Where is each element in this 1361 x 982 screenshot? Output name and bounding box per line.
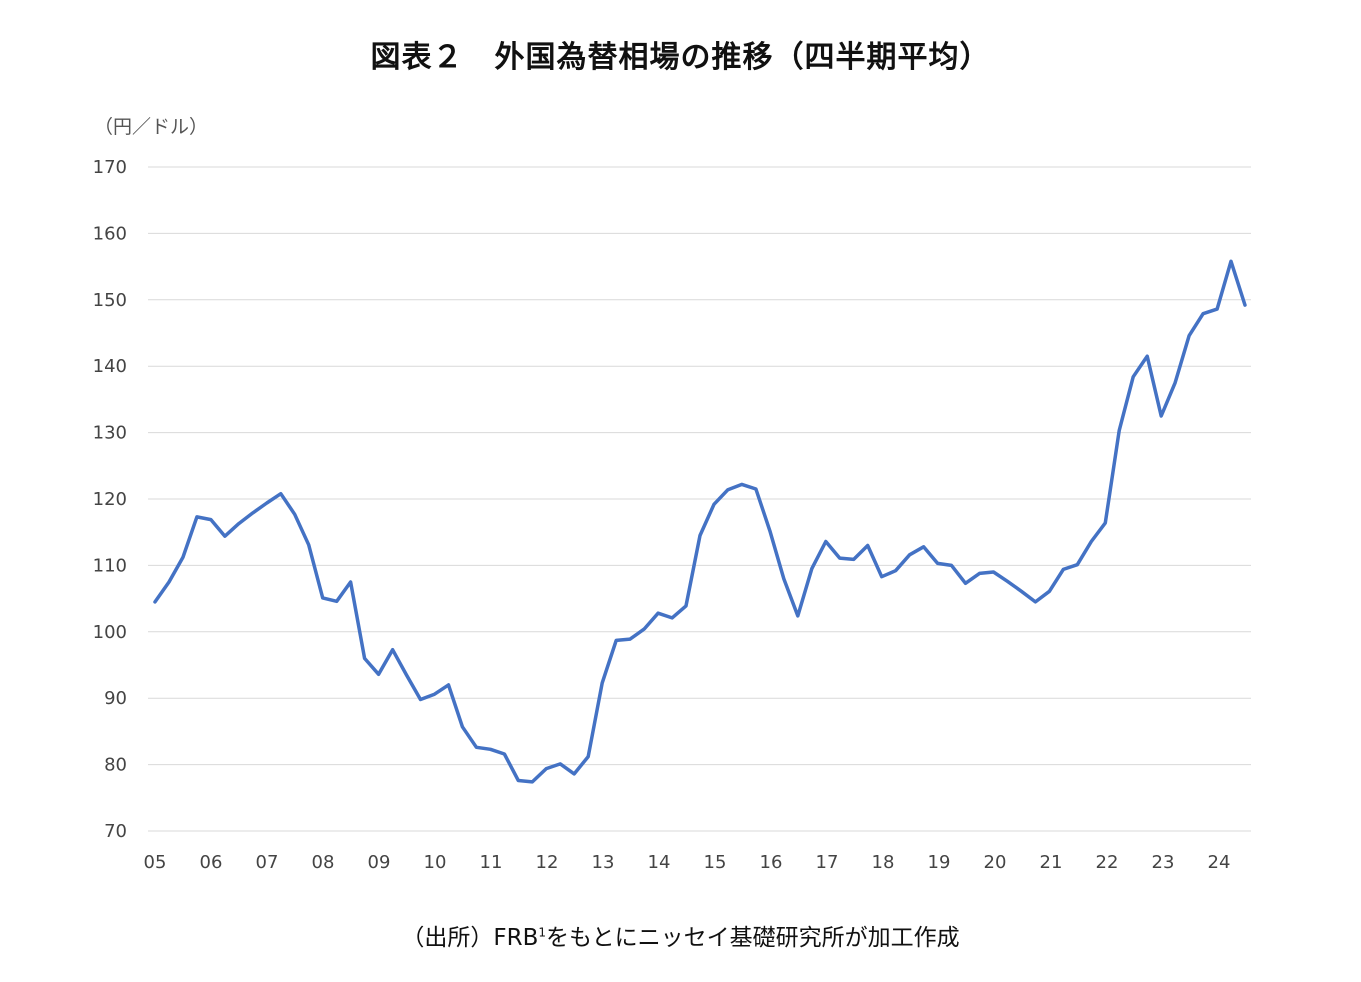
footnote-marker: 1 — [538, 925, 547, 940]
x-tick-label: 20 — [984, 852, 1007, 873]
y-tick-label: 100 — [93, 622, 127, 643]
y-tick-label: 70 — [104, 821, 127, 842]
y-tick-label: 110 — [93, 555, 127, 576]
x-tick-label: 21 — [1040, 852, 1063, 873]
y-tick-label: 130 — [93, 423, 127, 444]
x-tick-label: 11 — [480, 852, 503, 873]
x-tick-label: 17 — [816, 852, 839, 873]
x-tick-label: 24 — [1208, 852, 1231, 873]
x-tick-label: 19 — [928, 852, 951, 873]
y-tick-label: 120 — [93, 489, 127, 510]
x-tick-label: 10 — [424, 852, 447, 873]
y-axis-unit-label: （円／ドル） — [94, 116, 209, 138]
x-tick-label: 14 — [648, 852, 671, 873]
series-layer — [153, 259, 1247, 784]
x-tick-label: 16 — [760, 852, 783, 873]
x-tick-label: 08 — [312, 852, 335, 873]
y-tick-label: 80 — [104, 755, 127, 776]
series-line-usd-jpy — [153, 259, 1247, 784]
y-tick-label: 160 — [93, 223, 127, 244]
x-tick-label: 09 — [368, 852, 391, 873]
x-tick-label: 06 — [200, 852, 223, 873]
x-tick-label: 22 — [1096, 852, 1119, 873]
x-tick-label: 13 — [592, 852, 615, 873]
x-tick-label: 12 — [536, 852, 559, 873]
y-axis-tick-labels: 70 80 90 100 110 120 130 140 150 160 170 — [93, 157, 127, 842]
grid-lines — [148, 166, 1251, 832]
x-tick-label: 07 — [256, 852, 279, 873]
y-tick-label: 150 — [93, 290, 127, 311]
x-tick-label: 05 — [144, 852, 167, 873]
chart-title: 図表２ 外国為替相場の推移（四半期平均） — [370, 40, 991, 75]
x-tick-label: 23 — [1152, 852, 1175, 873]
y-tick-label: 140 — [93, 356, 127, 377]
x-tick-label: 18 — [872, 852, 895, 873]
y-tick-label: 90 — [104, 688, 127, 709]
x-tick-label: 15 — [704, 852, 727, 873]
source-note: （出所）FRB1をもとにニッセイ基礎研究所が加工作成 — [0, 918, 1361, 952]
source-note-suffix: をもとにニッセイ基礎研究所が加工作成 — [546, 925, 960, 951]
x-axis-tick-labels: 05 06 07 08 09 10 11 12 13 14 15 16 17 18 19 20 21 22 23 24 — [144, 852, 1231, 873]
source-note-prefix: （出所）FRB — [401, 925, 539, 951]
y-tick-label: 170 — [93, 157, 127, 178]
